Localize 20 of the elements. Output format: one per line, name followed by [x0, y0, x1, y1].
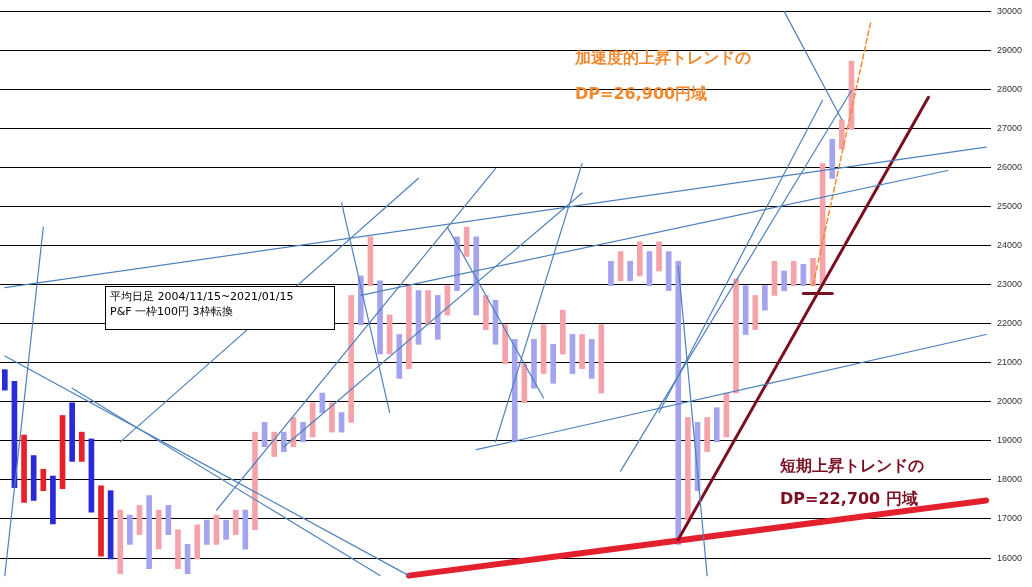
y-tick-label: 26000	[996, 162, 1022, 173]
y-tick-label: 23000	[996, 279, 1022, 290]
y-tick-label: 24000	[996, 240, 1022, 251]
y-tick-label: 28000	[996, 83, 1022, 94]
caption-box: 平均日足 2004/11/15~2021/01/15 P&F 一枠100円 3枠転換	[105, 286, 335, 330]
y-tick-label: 29000	[996, 44, 1022, 55]
y-tick-label: 21000	[996, 357, 1022, 368]
y-tick-label: 30000	[996, 5, 1022, 16]
y-tick-label: 25000	[996, 201, 1022, 212]
y-tick-label: 16000	[996, 552, 1022, 563]
y-tick-label: 19000	[996, 435, 1022, 446]
y-tick-label: 27000	[996, 123, 1022, 134]
annotation: DP=22,700 円域	[780, 489, 918, 510]
y-tick-label: 20000	[996, 396, 1022, 407]
annotation: 加速度的上昇トレンドの	[575, 48, 751, 69]
y-tick-label: 18000	[996, 474, 1022, 485]
y-tick-label: 17000	[996, 513, 1022, 524]
y-tick-label: 22000	[996, 318, 1022, 329]
annotation: DP=26,900円域	[575, 84, 708, 105]
annotation: 短期上昇トレンドの	[780, 456, 924, 477]
